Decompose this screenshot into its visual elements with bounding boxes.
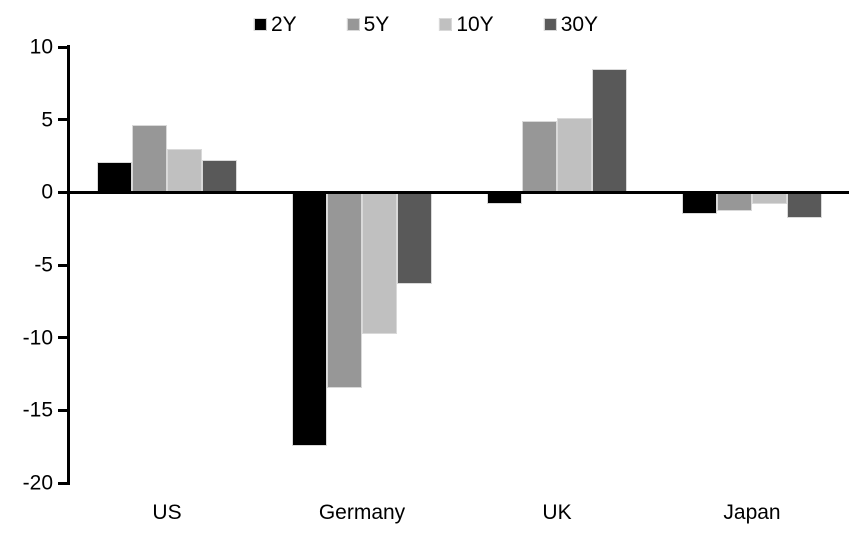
bar-uk-5y: [522, 121, 557, 192]
x-axis-category-label: Germany: [318, 501, 406, 524]
bar-germany-10y: [362, 192, 397, 334]
bar-germany-5y: [327, 192, 362, 388]
y-axis-tick: [58, 191, 67, 194]
legend-item-10y: 10Y: [439, 13, 494, 36]
y-axis-tick: [58, 264, 67, 267]
y-axis-tick-label: 5: [41, 108, 53, 132]
bar-us-5y: [132, 125, 167, 192]
x-axis-category-label: UK: [542, 501, 572, 524]
x-axis-category-label: Japan: [723, 501, 781, 524]
bar-us-2y: [97, 162, 132, 193]
y-axis-tick: [58, 118, 67, 121]
y-axis-tick: [58, 482, 67, 485]
legend-label: 5Y: [363, 13, 390, 36]
y-axis-tick-label: -5: [34, 253, 53, 277]
bar-germany-30y: [397, 192, 432, 284]
y-axis-tick-label: -10: [22, 326, 53, 350]
legend-label: 10Y: [456, 13, 494, 36]
bar-us-10y: [167, 149, 202, 193]
x-axis-category-label: US: [152, 501, 182, 524]
legend-item-30y: 30Y: [543, 13, 599, 36]
legend-swatch-icon: [253, 18, 267, 31]
y-axis-tick: [58, 46, 67, 49]
legend-swatch-icon: [346, 18, 360, 31]
bar-uk-10y: [557, 118, 592, 192]
legend-swatch-icon: [439, 18, 453, 31]
y-axis-tick: [58, 409, 67, 412]
legend-item-2y: 2Y: [253, 13, 297, 36]
legend-item-5y: 5Y: [346, 13, 390, 36]
chart-legend: 2Y 5Y 10Y 30Y: [253, 13, 599, 36]
bar-germany-2y: [292, 192, 327, 446]
zero-axis-line: [70, 191, 849, 194]
legend-swatch-icon: [543, 18, 557, 31]
legend-label: 2Y: [270, 13, 297, 36]
y-axis-tick: [58, 336, 67, 339]
bar-uk-30y: [592, 69, 627, 193]
bar-japan-2y: [682, 192, 717, 214]
bar-japan-30y: [787, 192, 822, 218]
legend-label: 30Y: [560, 13, 599, 36]
y-axis-tick-label: -20: [22, 471, 53, 495]
bar-japan-5y: [717, 192, 752, 211]
bar-us-30y: [202, 160, 237, 192]
y-axis-line: [67, 45, 70, 485]
y-axis-tick-label: 0: [41, 180, 53, 204]
y-axis-tick-label: 10: [29, 35, 53, 59]
y-axis-tick-label: -15: [22, 398, 53, 422]
